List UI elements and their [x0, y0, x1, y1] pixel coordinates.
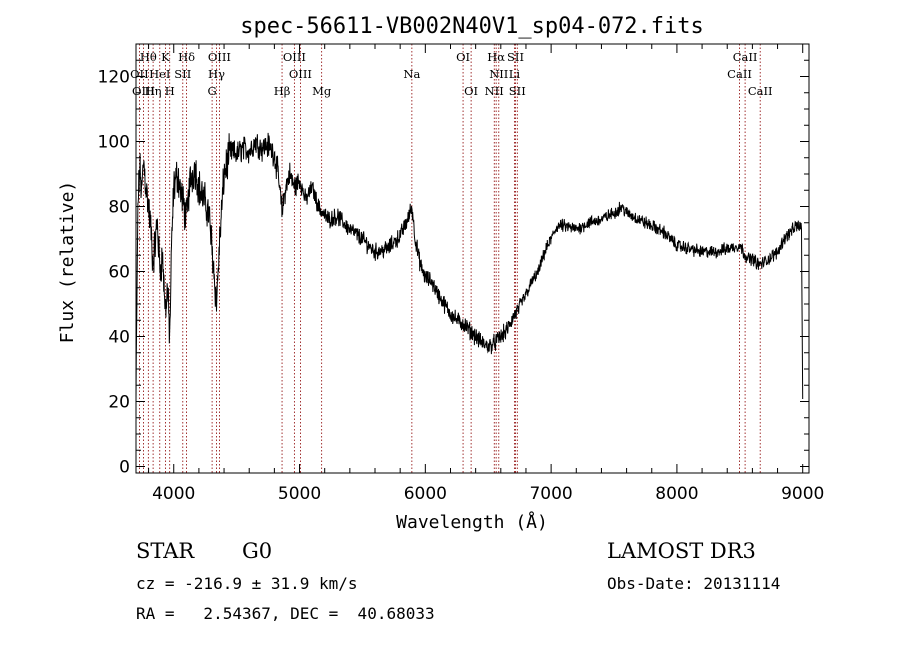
line-label: K [161, 50, 170, 64]
x-tick-label: 9000 [781, 484, 824, 504]
x-tick-label: 5000 [278, 484, 321, 504]
line-label: SII [174, 67, 191, 81]
y-tick-label: 100 [98, 133, 130, 153]
line-label: OIII [132, 84, 155, 98]
line-label: Hθ [140, 50, 157, 64]
chart-title: spec-56611-VB002N40V1_sp04-072.fits [240, 14, 704, 39]
survey-name: LAMOST DR3 [607, 539, 756, 563]
x-tick-label: 6000 [404, 484, 447, 504]
line-label: OI [456, 50, 470, 64]
y-tick-label: 0 [119, 458, 130, 478]
spectrum-series [135, 132, 804, 401]
line-label: Hδ [178, 50, 195, 64]
line-label: G [208, 84, 217, 98]
line-label: CaII [748, 84, 773, 98]
y-axis-label: Flux (relative) [57, 181, 78, 344]
line-label: NII [489, 67, 508, 81]
x-axis-ticks: 4000 5000 6000 7000 8000 9000 [148, 44, 824, 504]
line-label: Li [509, 67, 521, 81]
line-label: NII [485, 84, 504, 98]
y-tick-label: 80 [108, 198, 130, 218]
object-class: STAR [136, 539, 195, 563]
line-label: SII [507, 50, 524, 64]
plot-frame [135, 43, 810, 474]
x-tick-label: 4000 [152, 484, 195, 504]
line-label: OIII [283, 50, 306, 64]
coordinates: RA = 2.54367, DEC = 40.68033 [136, 604, 435, 623]
obs-date: Obs-Date: 20131114 [607, 574, 781, 593]
line-label: Hγ [208, 67, 225, 81]
y-tick-label: 20 [108, 393, 130, 413]
x-tick-label: 8000 [655, 484, 698, 504]
y-tick-label: 60 [108, 263, 130, 283]
line-label: HeI [149, 67, 170, 81]
redshift-cz: cz = -216.9 ± 31.9 km/s [136, 574, 358, 593]
line-label: CaII [733, 50, 758, 64]
object-subclass: G0 [242, 539, 273, 563]
line-label: SII [509, 84, 526, 98]
line-label: OI [464, 84, 478, 98]
line-label: OIII [208, 50, 231, 64]
spectrum-line [135, 132, 804, 401]
line-label: OII [130, 67, 149, 81]
y-tick-label: 40 [108, 328, 130, 348]
x-axis-label: Wavelength (Å) [396, 511, 548, 533]
emission-line-markers [138, 44, 761, 473]
line-label: Hα [487, 50, 505, 64]
line-label: Hη [145, 84, 162, 98]
line-label: OIII [289, 67, 312, 81]
y-axis-ticks: 0 20 40 60 80 100 120 [98, 59, 809, 478]
line-label: Mg [312, 84, 332, 98]
y-tick-label: 120 [98, 68, 130, 88]
x-tick-label: 7000 [529, 484, 572, 504]
line-label: Na [403, 67, 420, 81]
line-label: Hβ [274, 84, 291, 98]
line-label: CaII [727, 67, 752, 81]
line-label: H [165, 84, 175, 98]
